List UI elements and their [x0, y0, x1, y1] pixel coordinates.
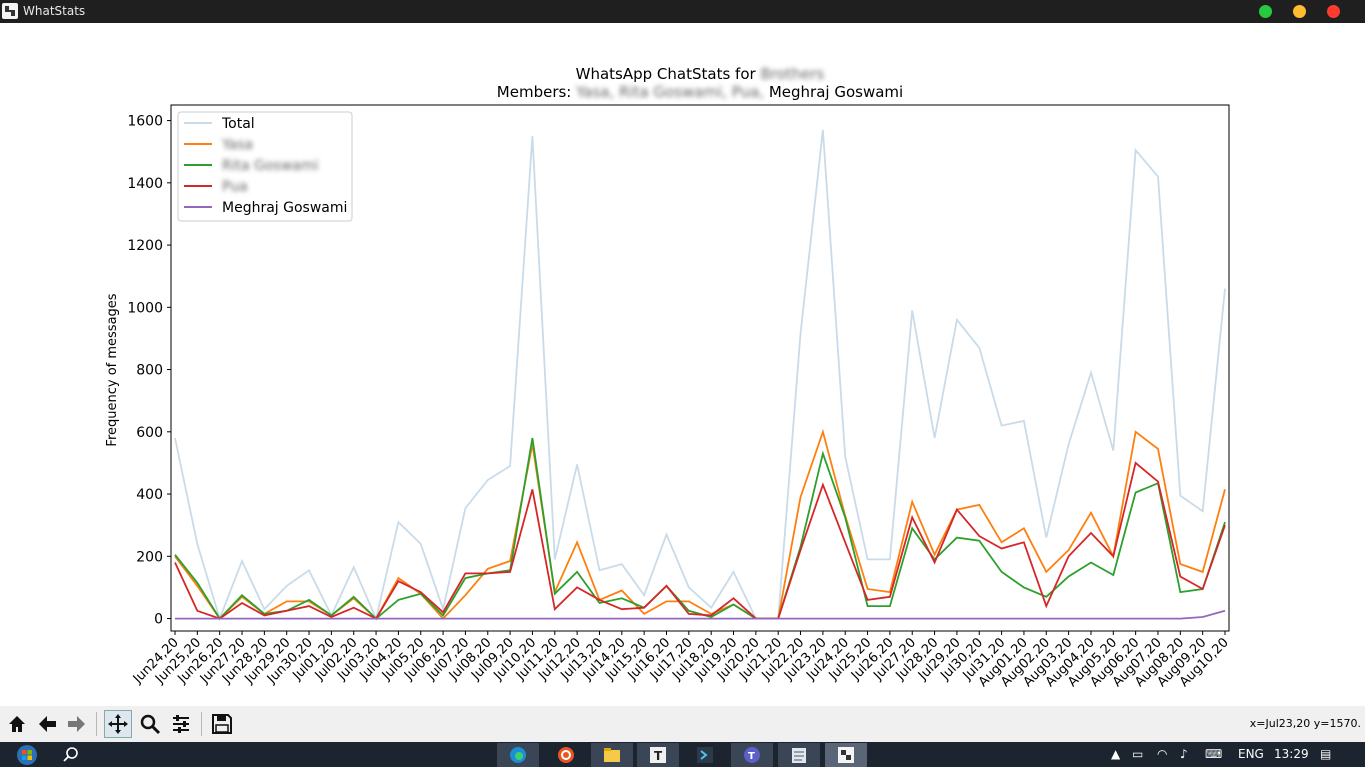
notifications-icon[interactable]: ▤ [1320, 747, 1332, 761]
minimize-button[interactable] [1293, 5, 1306, 18]
legend-label: Total [221, 116, 255, 132]
y-tick-label: 0 [154, 612, 163, 628]
series-line-4 [175, 609, 1226, 620]
configure-icon[interactable] [167, 710, 195, 738]
tray-chevron-icon[interactable]: ▲ [1111, 747, 1121, 761]
series-line-1 [174, 428, 1226, 621]
svg-text:T: T [748, 751, 755, 762]
toolbar-separator [201, 712, 202, 736]
y-tick-label: 1400 [127, 176, 163, 192]
x-axis: Jun24,20Jun25,20Jun26,20Jun27,20Jun28,20… [130, 631, 1232, 690]
forward-arrow-icon[interactable] [63, 710, 91, 738]
redacted-title: Brothers [760, 65, 824, 83]
y-tick-label: 800 [136, 363, 163, 379]
save-icon[interactable] [208, 710, 236, 738]
pan-icon[interactable] [104, 710, 132, 738]
series-lines [174, 129, 1226, 622]
series-line-2 [174, 437, 1226, 621]
home-icon[interactable] [3, 710, 31, 738]
terminal-icon[interactable] [684, 743, 726, 767]
teams-icon[interactable]: T [731, 743, 773, 767]
y-axis: 0 200 400 600 800 1000 1200 1400 1600 [127, 114, 171, 628]
legend-label: Yasa [221, 137, 253, 153]
window-titlebar: WhatStats [0, 0, 1365, 23]
chart-title: WhatsApp ChatStats for Brothers [576, 65, 825, 83]
keyboard-icon[interactable]: ⌨ [1205, 747, 1223, 761]
back-arrow-icon[interactable] [33, 710, 61, 738]
close-button[interactable] [1327, 5, 1340, 18]
series-line-0 [174, 129, 1226, 622]
edge-icon[interactable] [497, 743, 539, 767]
svg-text:T: T [654, 749, 663, 763]
battery-icon[interactable]: ▭ [1132, 747, 1144, 761]
y-axis-label: Frequency of messages [105, 293, 120, 446]
maximize-button[interactable] [1259, 5, 1272, 18]
volume-icon[interactable]: ♪ [1180, 747, 1188, 761]
search-icon[interactable] [62, 746, 80, 767]
redacted-members: Yasa, Rita Goswami, Pua, [575, 83, 764, 101]
legend-box [177, 111, 353, 222]
toolbar-separator [96, 712, 97, 736]
typora-icon[interactable]: T [637, 743, 679, 767]
app-icon [2, 3, 18, 19]
legend-label: Rita Goswami [222, 158, 318, 174]
y-tick-label: 1600 [127, 114, 163, 130]
line-chart[interactable]: WhatsApp ChatStats for Brothers Members:… [0, 23, 1365, 706]
plot-frame [170, 104, 1230, 632]
ubuntu-icon[interactable] [545, 743, 587, 767]
notepad-icon[interactable] [778, 743, 820, 767]
os-taskbar: T T ▲ ▭ ◠ ♪ ⌨ ENG 13:29 ▤ [0, 742, 1365, 767]
figure-canvas[interactable]: WhatsApp ChatStats for Brothers Members:… [0, 23, 1365, 706]
file-explorer-icon[interactable] [591, 743, 633, 767]
window-title: WhatStats [23, 4, 86, 18]
wifi-icon[interactable]: ◠ [1157, 747, 1168, 761]
series-line-3 [174, 461, 1226, 620]
legend: Total Yasa Rita Goswami Pua Meghraj Goswami [177, 111, 353, 222]
navigation-toolbar: x=Jul23,20 y=1570. [0, 706, 1365, 742]
y-tick-label: 1200 [127, 238, 163, 254]
cursor-coordinates: x=Jul23,20 y=1570. [1249, 717, 1361, 730]
legend-label: Pua [222, 179, 248, 195]
legend-label: Meghraj Goswami [222, 200, 347, 216]
y-tick-label: 600 [136, 425, 163, 441]
y-tick-label: 1000 [127, 300, 163, 316]
start-button[interactable] [10, 743, 44, 767]
zoom-icon[interactable] [136, 710, 164, 738]
whatstats-icon[interactable] [825, 743, 867, 767]
language-indicator[interactable]: ENG [1238, 747, 1264, 761]
y-tick-label: 200 [136, 549, 163, 565]
y-tick-label: 400 [136, 487, 163, 503]
chart-subtitle: Members: Yasa, Rita Goswami, Pua, Meghra… [497, 83, 903, 101]
clock[interactable]: 13:29 [1274, 747, 1309, 761]
